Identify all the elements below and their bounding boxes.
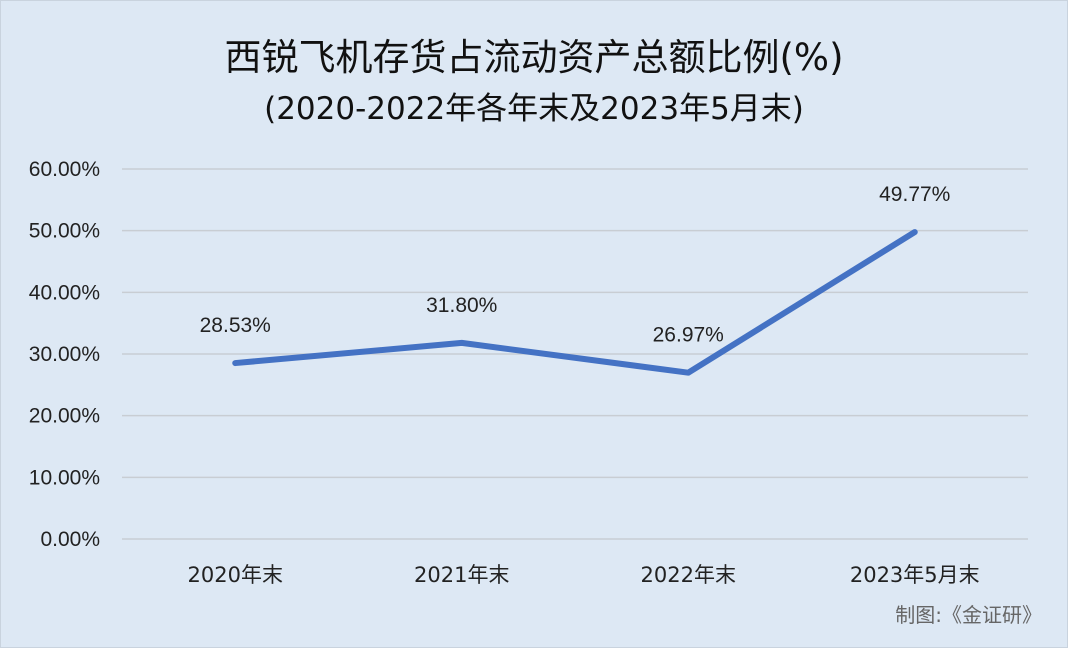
data-labels: 28.53% 31.80% 26.97% 49.77% bbox=[200, 183, 951, 347]
y-tick-label: 0.00% bbox=[40, 528, 100, 551]
y-tick-label: 30.00% bbox=[29, 343, 100, 366]
y-tick-label: 40.00% bbox=[29, 281, 100, 304]
y-tick-label: 50.00% bbox=[29, 220, 100, 243]
x-tick-label: 2022年末 bbox=[641, 563, 736, 587]
y-tick-label: 20.00% bbox=[29, 405, 100, 428]
y-tick-label: 10.00% bbox=[29, 466, 100, 489]
data-label: 28.53% bbox=[200, 314, 271, 337]
y-axis-ticks: 0.00% 10.00% 20.00% 30.00% 40.00% 50.00% 60.00… bbox=[29, 158, 100, 551]
chart-title: 西锐飞机存货占流动资产总额比例(%) bbox=[224, 36, 843, 79]
x-axis-ticks: 2020年末 2021年末 2022年末 2023年5月末 bbox=[188, 563, 980, 587]
source-credit: 制图:《金证研》 bbox=[895, 603, 1042, 627]
data-label: 31.80% bbox=[426, 294, 497, 317]
x-tick-label: 2023年5月末 bbox=[850, 563, 980, 587]
gridlines bbox=[122, 168, 1028, 540]
series-line bbox=[232, 229, 918, 376]
x-tick-label: 2020年末 bbox=[188, 563, 283, 587]
series bbox=[232, 229, 918, 376]
data-label: 49.77% bbox=[879, 183, 950, 206]
y-tick-label: 60.00% bbox=[29, 158, 100, 181]
chart-subtitle: (2020-2022年各年末及2023年5月末) bbox=[264, 91, 804, 127]
x-tick-label: 2021年末 bbox=[414, 563, 509, 587]
data-label: 26.97% bbox=[653, 324, 724, 347]
